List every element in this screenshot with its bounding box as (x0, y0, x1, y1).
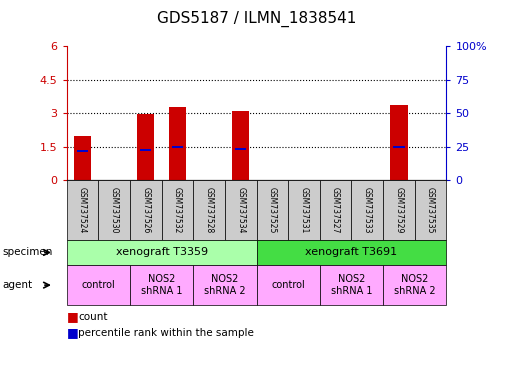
Bar (172, 146, 183, 148)
Text: xenograft T3359: xenograft T3359 (115, 247, 208, 258)
Text: GSM737526: GSM737526 (141, 187, 150, 233)
Text: GSM737533: GSM737533 (363, 187, 372, 233)
Text: NOS2
shRNA 1: NOS2 shRNA 1 (141, 274, 182, 296)
Text: GSM737528: GSM737528 (205, 187, 213, 233)
Bar (232, 111, 249, 180)
Bar (137, 114, 154, 180)
Text: NOS2
shRNA 2: NOS2 shRNA 2 (204, 274, 246, 296)
Text: control: control (82, 280, 115, 290)
Text: GSM737529: GSM737529 (394, 187, 403, 233)
Text: GSM737527: GSM737527 (331, 187, 340, 233)
Text: agent: agent (3, 280, 33, 290)
Text: GSM737532: GSM737532 (173, 187, 182, 233)
Bar (390, 106, 407, 180)
Text: NOS2
shRNA 1: NOS2 shRNA 1 (331, 274, 372, 296)
Text: GSM737524: GSM737524 (78, 187, 87, 233)
Bar (169, 107, 186, 180)
Bar (235, 148, 246, 149)
Text: GSM737535: GSM737535 (426, 187, 435, 233)
Text: GSM737530: GSM737530 (110, 187, 119, 233)
Text: xenograft T3691: xenograft T3691 (305, 247, 398, 258)
Text: ■: ■ (67, 310, 78, 323)
Bar (393, 146, 405, 148)
Text: GSM737534: GSM737534 (236, 187, 245, 233)
Text: GSM737531: GSM737531 (300, 187, 308, 233)
Text: GDS5187 / ILMN_1838541: GDS5187 / ILMN_1838541 (157, 11, 356, 27)
Text: specimen: specimen (3, 247, 53, 258)
Text: GSM737525: GSM737525 (268, 187, 277, 233)
Bar (74, 136, 91, 180)
Text: NOS2
shRNA 2: NOS2 shRNA 2 (394, 274, 436, 296)
Text: count: count (78, 312, 108, 322)
Bar (77, 151, 88, 152)
Text: ■: ■ (67, 326, 78, 339)
Text: percentile rank within the sample: percentile rank within the sample (78, 328, 254, 338)
Text: control: control (271, 280, 305, 290)
Bar (140, 149, 151, 151)
